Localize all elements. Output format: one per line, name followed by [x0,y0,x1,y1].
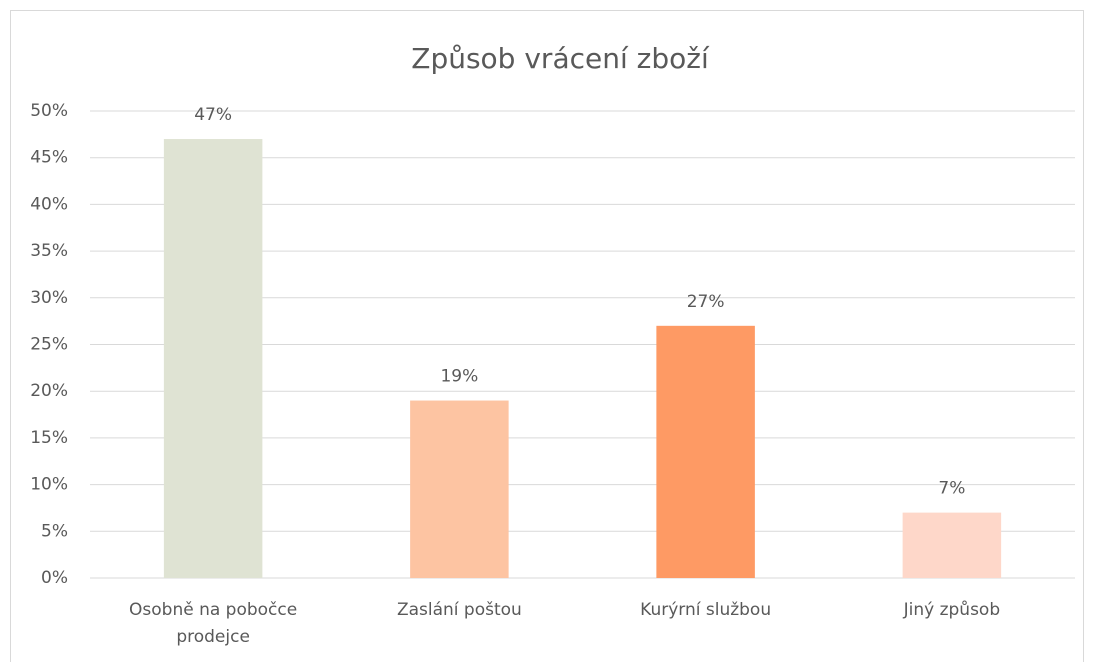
y-tick-label: 50% [30,101,68,121]
x-tick-label: Osobně na pobočce prodejce [129,600,298,647]
data-label: 19% [440,367,478,387]
y-tick-label: 15% [30,428,68,448]
data-label: 47% [194,105,232,125]
x-tick-label: Kurýrní službou [640,600,772,620]
y-tick-label: 10% [30,475,68,495]
y-tick-label: 20% [30,381,68,401]
y-tick-label: 25% [30,335,68,355]
bar [163,139,263,578]
bar [656,325,755,578]
y-tick-label: 40% [30,194,68,214]
y-tick-label: 30% [30,288,68,308]
data-label: 7% [938,479,965,499]
bar [902,512,1002,578]
y-tick-label: 0% [41,568,68,588]
chart-title: Způsob vrácení zboží [411,42,710,75]
y-tick-label: 5% [41,521,68,541]
data-label: 27% [687,292,725,312]
x-tick-label: Jiný způsob [903,600,1001,620]
bar [410,400,509,578]
x-tick-label: Zaslání poštou [396,600,522,620]
y-tick-label: 45% [30,148,68,168]
y-tick-label: 35% [30,241,68,261]
